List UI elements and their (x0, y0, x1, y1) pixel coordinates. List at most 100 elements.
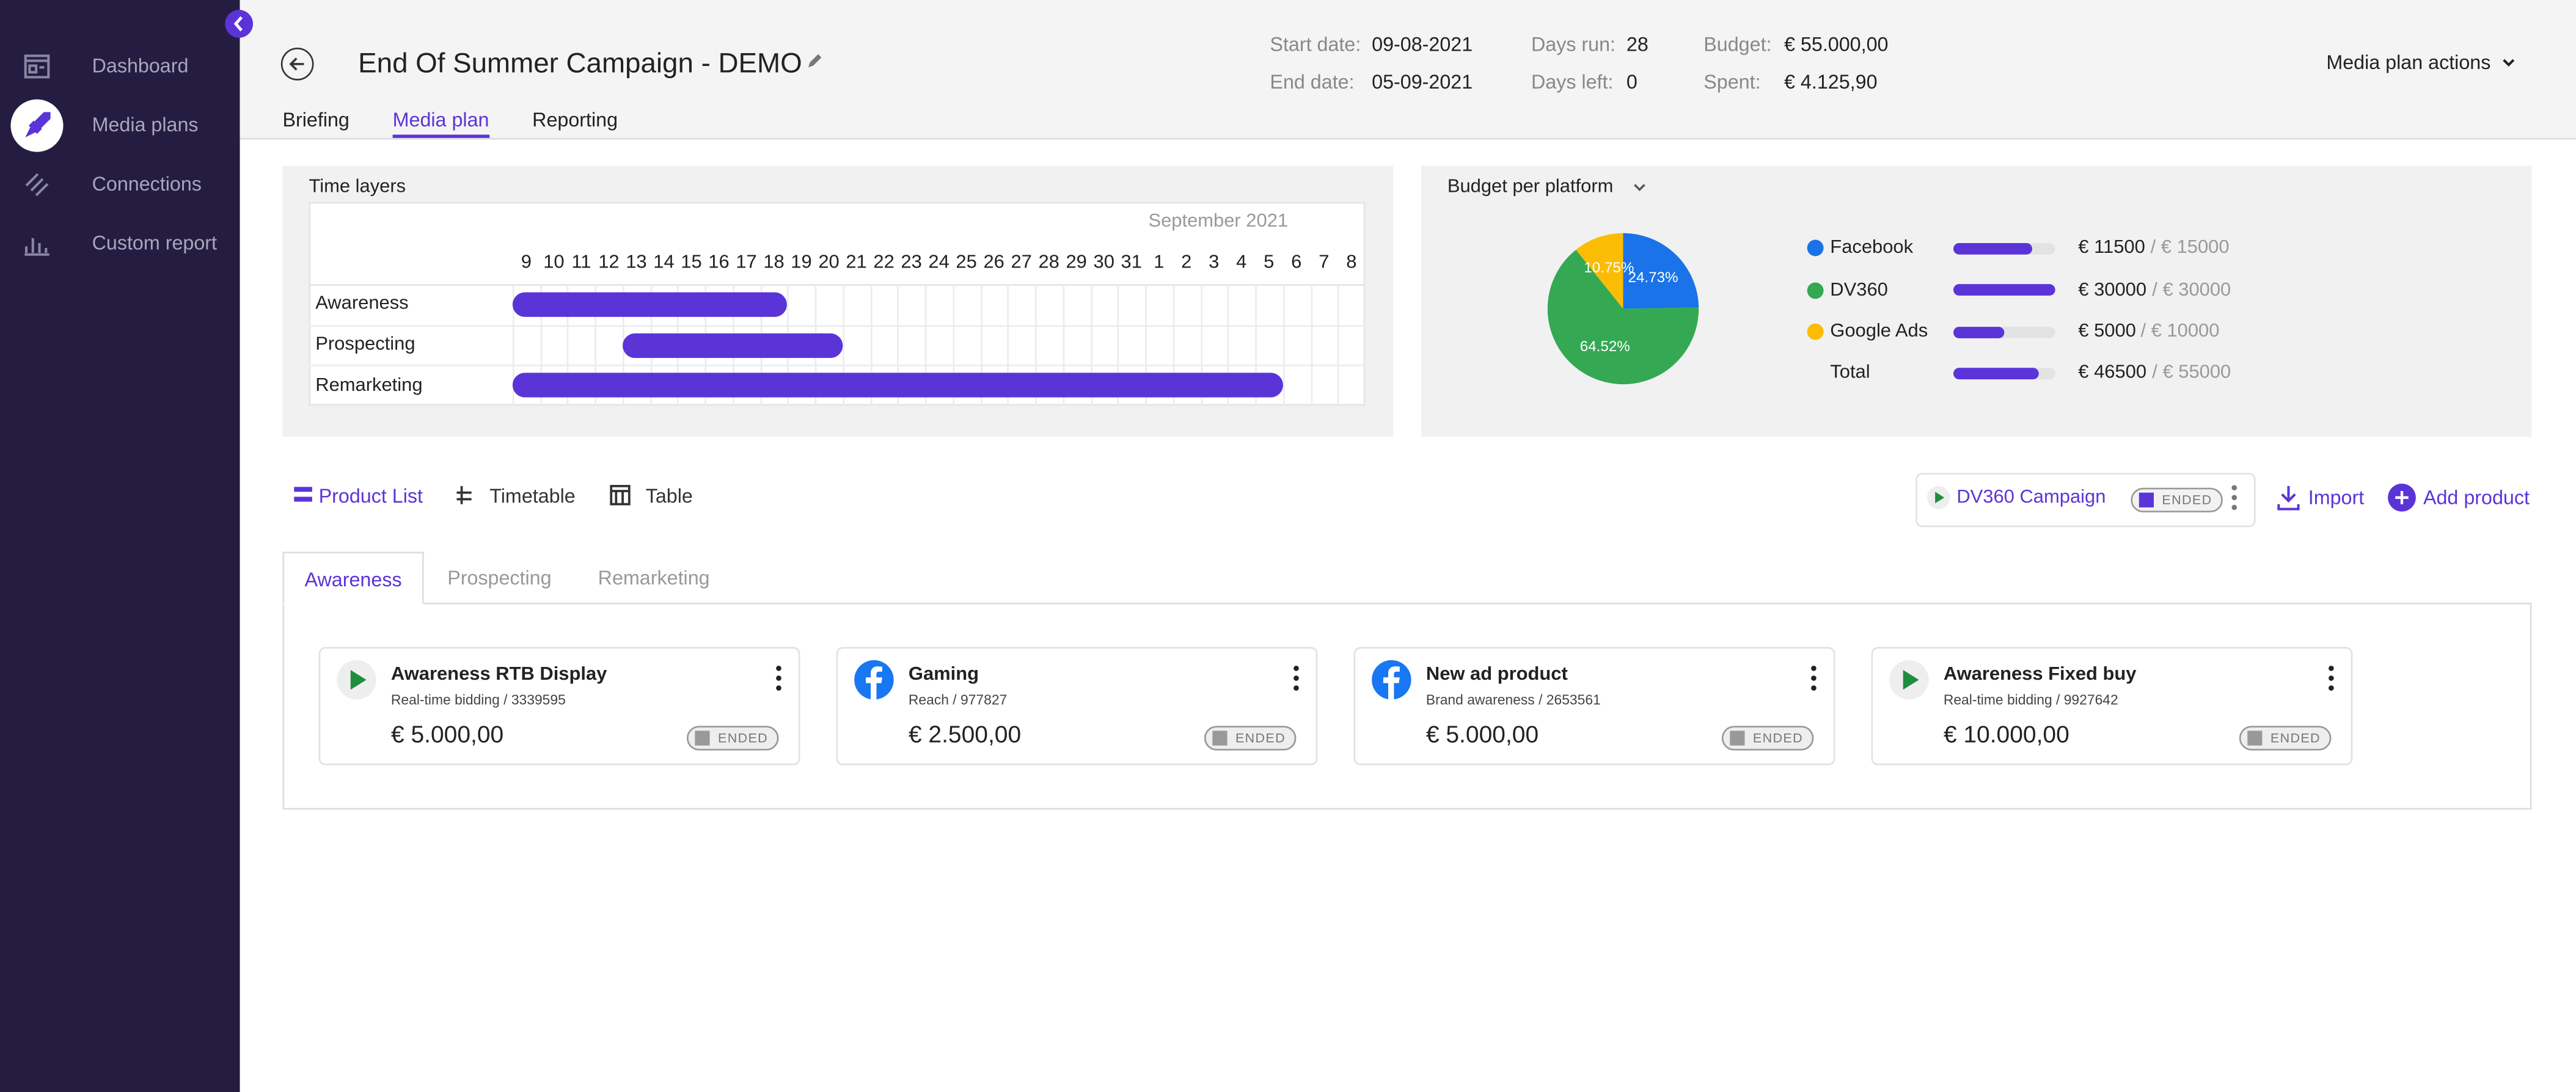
legend-dot (1807, 323, 1824, 340)
budget-label: / € 30000 (2152, 280, 2231, 300)
row-divider (309, 324, 1366, 327)
nav-icon (24, 54, 50, 79)
day-label: 30 (1093, 253, 1114, 273)
day-gridline (980, 284, 982, 406)
panel-title: Time layers (309, 177, 406, 197)
card-subtitle: Real-time bidding / 3339595 (390, 691, 566, 708)
spent-label: € 46500 (2078, 363, 2147, 383)
stat-value: 09-08-2021 (1372, 32, 1473, 56)
status-badge: ENDED (1204, 725, 1296, 750)
day-gridline (1035, 284, 1037, 406)
day-label: 5 (1264, 253, 1275, 273)
nav-item[interactable]: Connections (92, 172, 202, 195)
day-gridline (1200, 284, 1202, 406)
view-tab[interactable]: Product List (318, 484, 423, 508)
day-label: 4 (1236, 253, 1247, 273)
chevron-icon (2503, 59, 2515, 67)
legend-name: Google Ads (1830, 322, 1928, 342)
row-divider (309, 365, 1366, 367)
product-container (282, 602, 2532, 810)
campaign-name[interactable]: DV360 Campaign (1956, 487, 2106, 508)
status-badge: ENDED (2131, 487, 2222, 512)
collapse-button[interactable] (225, 10, 254, 38)
chevron-icon (233, 16, 243, 32)
day-gridline (1118, 284, 1119, 406)
day-gridline (1145, 284, 1147, 406)
day-label: 28 (1038, 253, 1059, 273)
edit-icon[interactable] (805, 51, 825, 70)
day-label: 18 (763, 253, 785, 273)
product-tab[interactable]: Remarketing (598, 566, 710, 590)
dot (1293, 666, 1299, 671)
view-icon (294, 487, 312, 502)
day-gridline (540, 284, 542, 406)
stat-label: Start date: (1270, 32, 1361, 56)
time-bar (512, 292, 788, 317)
page-title: End Of Summer Campaign - DEMO (358, 47, 802, 79)
pie-slice (1623, 233, 1699, 309)
nav-icon (24, 238, 49, 256)
add-product-button[interactable]: Add product (2423, 486, 2530, 509)
dot (776, 675, 781, 681)
card-subtitle: Reach / 977827 (908, 691, 1008, 708)
icon (610, 484, 631, 506)
progress-bar (1953, 284, 2055, 296)
view-tab[interactable]: Timetable (489, 484, 576, 508)
nav-active-icon (10, 99, 64, 152)
stat-label: Days left: (1531, 70, 1614, 94)
panel-title[interactable]: Budget per platform (1447, 177, 1614, 197)
time-bar (512, 373, 1283, 398)
back-button[interactable] (280, 47, 314, 81)
dv360-icon (337, 660, 376, 700)
view-icon (610, 484, 631, 506)
dot (1293, 685, 1299, 691)
nav-item[interactable]: Dashboard (92, 54, 189, 78)
product-tab[interactable]: Prospecting (447, 566, 552, 590)
card-title[interactable]: Awareness RTB Display (390, 664, 607, 685)
status-square (2139, 492, 2154, 508)
status-square (2247, 730, 2263, 746)
icon (24, 238, 49, 256)
icon (2277, 486, 2300, 511)
header-tab[interactable]: Media plan (392, 108, 489, 132)
stat-value: 28 (1626, 32, 1648, 56)
day-label: 9 (521, 253, 532, 273)
status-badge: ENDED (1721, 725, 1813, 750)
card-price: € 2.500,00 (908, 723, 1022, 749)
budget-label: / € 55000 (2152, 363, 2231, 383)
card-title[interactable]: Awareness Fixed buy (1943, 664, 2137, 685)
nav-item[interactable]: Custom report (92, 231, 218, 255)
dot (1293, 675, 1299, 681)
arrow-icon (289, 57, 304, 71)
day-label: 14 (653, 253, 675, 273)
actions-menu[interactable]: Media plan actions (2326, 51, 2491, 74)
icon (294, 487, 312, 502)
nav-item[interactable]: Media plans (92, 113, 199, 137)
card-title[interactable]: Gaming (908, 664, 979, 685)
day-label: 3 (1209, 253, 1220, 273)
header-tab[interactable]: Reporting (532, 108, 618, 132)
day-gridline (1255, 284, 1257, 406)
day-gridline (512, 284, 514, 406)
budget-label: / € 10000 (2140, 322, 2220, 342)
import-button[interactable]: Import (2308, 486, 2365, 509)
product-tab[interactable]: Awareness (282, 551, 424, 605)
spent-label: € 11500 (2078, 238, 2145, 258)
card-title[interactable]: New ad product (1425, 664, 1568, 685)
row-label: Prospecting (315, 335, 415, 355)
header-divider (309, 284, 1366, 286)
view-tab[interactable]: Table (645, 484, 693, 508)
day-label: 15 (681, 253, 702, 273)
budget-label: / € 15000 (2150, 238, 2230, 258)
header-tab[interactable]: Briefing (282, 108, 349, 132)
day-gridline (1173, 284, 1174, 406)
day-label: 27 (1011, 253, 1032, 273)
icon (25, 173, 49, 197)
status-badge: ENDED (2239, 725, 2331, 750)
dot (1811, 666, 1817, 671)
pie-slice (1576, 233, 1623, 309)
dot (2231, 485, 2238, 490)
day-gridline (1063, 284, 1064, 406)
spent-label: € 30000 (2078, 280, 2147, 300)
day-label: 6 (1291, 253, 1302, 273)
